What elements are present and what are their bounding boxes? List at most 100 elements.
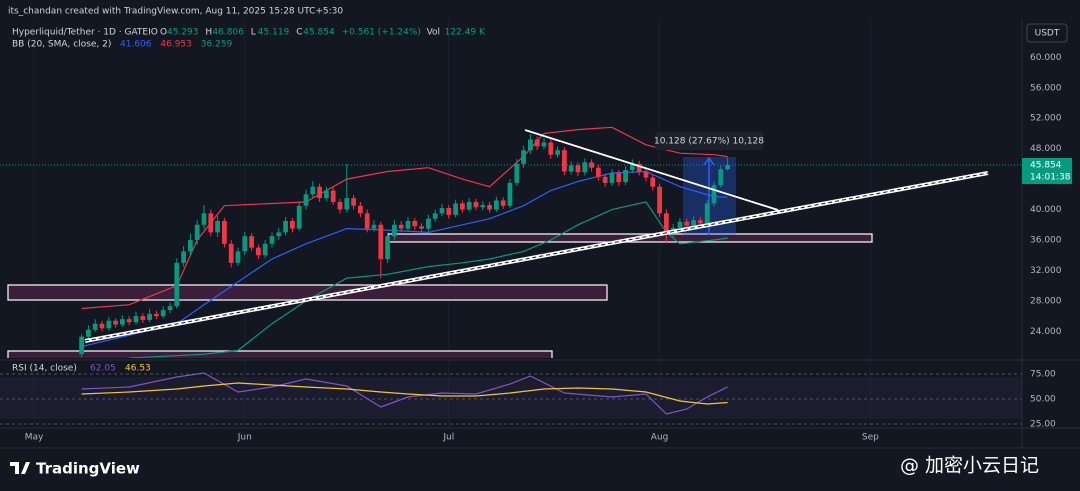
candle-body [534,139,540,147]
candle-body [629,163,635,170]
candle-body [555,150,560,155]
y-tick-label: 24.000 [1030,327,1062,337]
x-tick-label: Jun [237,433,252,443]
rsi-values: 62.05 46.53 [90,364,151,374]
currency[interactable]: USDT [1035,29,1060,39]
ohlc-value: 45.119 [258,28,290,38]
bb-value: 36.259 [201,40,233,50]
candle-body [595,167,601,177]
candle-body [201,213,207,225]
bb-value: 41.606 [120,40,152,50]
trendlines [84,129,989,343]
ohlc-value: 45.854 [303,28,335,38]
x-tick-label: Sep [862,433,879,443]
measure-arrow-head [703,156,715,166]
candle-body [330,190,336,202]
rsi-value: 46.53 [125,364,151,374]
symbol: Hyperliquid/Tether · 1D · GATEIO [12,28,158,38]
candle-body [568,165,574,172]
candle-body [663,213,669,234]
candle-body [351,198,356,206]
candle-body [439,208,445,214]
candle-body [657,186,662,214]
candle-body [249,236,254,248]
candle-body [174,262,180,307]
currency-box[interactable] [1026,23,1068,43]
candle-body [371,224,377,229]
candle-body [636,163,642,172]
ohlc-prefix: H [205,28,212,38]
candle-body [222,220,227,244]
candle-body [494,200,499,210]
candle-body [446,208,452,215]
y-tick-label: 56.000 [1030,83,1062,93]
candle-body [684,221,690,226]
measure-label-bg [655,132,763,150]
candle-body [283,220,288,233]
candle-body [303,194,309,206]
candle-body [181,251,186,263]
candle-body [527,139,533,151]
volume: 122.49 K [445,28,486,38]
measure-label: 10.128 (27.67%) 10,128 [654,137,764,147]
candle-body [514,163,520,183]
ohlc-value: 46.806 [212,28,244,38]
candle-body [317,186,322,199]
candle-body [120,319,125,325]
zone-box [7,350,553,358]
candle-body [487,204,492,210]
candle-body [691,220,696,226]
candle-body [616,173,622,183]
candle-body [412,220,418,227]
candle-body [561,150,567,172]
candle-body [650,177,656,187]
candle-body [256,247,261,256]
candle-body [718,169,724,186]
candle-body [133,316,139,323]
candle-body [126,319,132,323]
rsi-value: 62.05 [90,364,116,374]
candle-body [466,201,472,210]
candle-body [262,243,268,256]
candle-body [697,220,703,224]
candle-body [86,329,91,337]
candle-body [521,150,526,164]
candle-body [460,203,465,210]
candle-body [378,224,384,260]
candle-body [324,190,329,199]
candle-body [99,323,105,329]
rsi-pane [81,372,728,415]
candle-body [140,316,146,320]
ohlc-value: 45.293 [167,28,199,38]
y-tick-label: 36.000 [1030,236,1062,246]
candle-body [358,205,363,214]
price-tag-label: 45.854 [1030,160,1062,170]
candle-body [208,213,214,233]
candle-body [310,186,316,195]
bb-value: 46.953 [160,40,192,50]
candle-body [160,310,166,317]
bb-values: 41.606 46.953 36.259 [120,40,233,50]
candle-body [480,204,486,208]
candle-body [473,201,479,208]
candle-body [385,236,390,260]
ohlc-prefix: L [251,28,256,38]
bb-line [129,201,728,358]
candle-body [296,205,302,229]
candle-body [711,185,717,204]
candle-body [602,176,608,183]
y-tick-label: 52.000 [1030,114,1062,124]
candle-body [507,182,513,206]
candle-body [405,220,411,229]
candle-body [432,213,438,219]
candle-body [235,251,241,263]
candle-body [725,164,730,170]
candle-body [623,169,628,183]
y-tick-label: 40.000 [1030,205,1062,215]
candle-body [426,218,431,229]
rsi-tick-label: 75.00 [1030,370,1056,380]
candle-body [242,236,248,252]
candle-body [154,313,159,317]
candle-body [575,165,581,173]
candle-body [704,203,710,224]
